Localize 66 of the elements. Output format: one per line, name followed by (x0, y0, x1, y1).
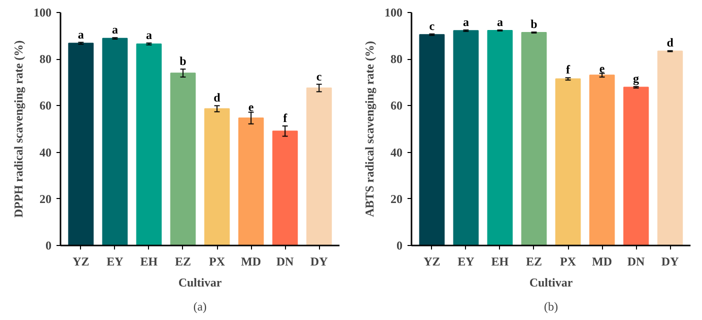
x-tick-label: EH (491, 254, 510, 268)
y-tick-label: 100 (384, 6, 402, 20)
annotation: e (248, 100, 254, 114)
x-tick-label: YZ (424, 254, 440, 268)
x-tick-label: EZ (526, 254, 542, 268)
y-axis-title: DPPH radical scavenging rate (%) (12, 40, 26, 218)
text: (b) (544, 300, 558, 314)
bar (419, 34, 445, 246)
x-tick-label: EH (140, 254, 158, 268)
bar (589, 74, 615, 246)
y-tick-label: 80 (40, 52, 52, 66)
bar (657, 50, 683, 246)
y-tick-label: 60 (40, 98, 52, 113)
text: (a) (193, 300, 207, 314)
x-tick-label: DN (627, 254, 646, 268)
annotation: a (462, 14, 469, 29)
annotation: a (146, 28, 152, 42)
annotation: f (283, 110, 288, 125)
x-tick-label: PX (209, 254, 226, 268)
x-tick-label: DN (276, 254, 294, 268)
annotation: a (496, 14, 503, 29)
x-axis-title: Cultivar (529, 276, 574, 290)
y-tick-label: 40 (390, 145, 402, 160)
annotation: c (316, 69, 322, 84)
bar (136, 43, 162, 246)
bar (68, 42, 94, 246)
x-tick-label: EY (106, 254, 124, 268)
bar (306, 87, 332, 246)
annotation: d (666, 36, 674, 50)
annotation: b (180, 54, 187, 68)
y-tick-label: 0 (46, 238, 52, 252)
bar (623, 86, 649, 246)
bar (521, 32, 547, 246)
x-axis-title: Cultivar (178, 276, 222, 290)
bar (487, 30, 513, 246)
bar (238, 118, 264, 246)
annotation: d (214, 90, 221, 105)
bar (170, 72, 196, 246)
y-tick-label: 20 (390, 192, 402, 206)
annotation: g (633, 72, 640, 86)
y-tick-label: 0 (396, 238, 402, 252)
bar (272, 130, 298, 246)
y-tick-label: 40 (40, 145, 52, 160)
y-tick-label: 20 (40, 192, 52, 206)
x-tick-label: YZ (72, 254, 90, 268)
bar (204, 108, 230, 246)
annotation: c (429, 18, 436, 33)
annotation: f (566, 62, 572, 77)
y-tick-label: 80 (390, 52, 402, 66)
x-tick-label: MD (592, 254, 612, 268)
y-tick-label: 100 (34, 6, 52, 20)
annotation: e (599, 61, 606, 76)
x-tick-label: EZ (174, 254, 191, 268)
x-tick-label: EY (458, 254, 475, 268)
bar (453, 30, 479, 246)
x-tick-label: MD (241, 254, 262, 268)
x-tick-label: DY (661, 254, 680, 268)
annotation: a (112, 22, 118, 37)
x-tick-label: PX (560, 254, 576, 268)
bar (102, 38, 128, 246)
bar (555, 78, 581, 246)
y-axis-title: ABTS radical scavenging rate (%) (362, 40, 376, 217)
x-tick-label: DY (310, 254, 328, 268)
y-tick-label: 60 (390, 98, 402, 113)
annotation: b (530, 17, 538, 32)
annotation: a (78, 27, 84, 42)
